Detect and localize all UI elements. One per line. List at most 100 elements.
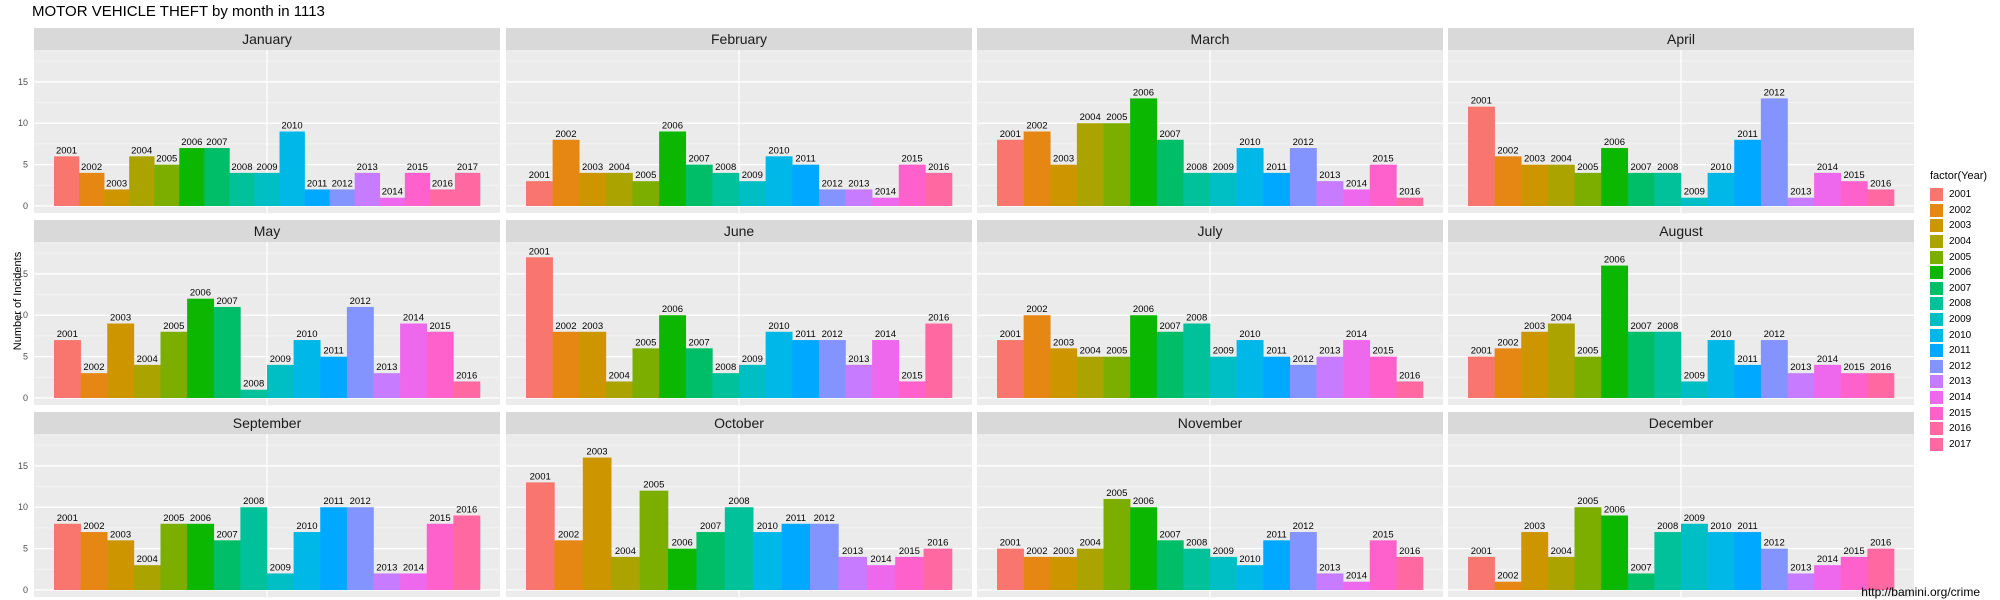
facet-label-april: April — [1667, 31, 1695, 47]
facet-strip-september — [34, 412, 500, 434]
bar-august-2016 — [1867, 373, 1895, 398]
bar-label-november-2013: 2013 — [1319, 562, 1340, 573]
bar-label-august-2005: 2005 — [1577, 346, 1598, 357]
bar-label-september-2015: 2015 — [429, 513, 450, 524]
bar-january-2017 — [454, 172, 481, 206]
bar-may-2001 — [54, 340, 81, 398]
bar-label-may-2011: 2011 — [323, 346, 343, 357]
bar-december-2008 — [1654, 532, 1682, 590]
bar-january-2013 — [354, 172, 381, 206]
bar-label-november-2011: 2011 — [1266, 529, 1286, 540]
bar-february-2003 — [579, 172, 607, 206]
bar-label-january-2013: 2013 — [357, 162, 378, 173]
legend: factor(Year) 2001 2002 2003 2004 2005 2006 200… — [1930, 170, 1987, 452]
bar-label-december-2008: 2008 — [1657, 521, 1678, 532]
bar-june-2014 — [872, 340, 900, 398]
bar-label-august-2014: 2014 — [1817, 354, 1838, 365]
bar-may-2011 — [320, 356, 348, 398]
bar-label-april-2007: 2007 — [1630, 162, 1651, 173]
bar-label-october-2005: 2005 — [643, 480, 664, 491]
bar-december-2006 — [1601, 515, 1629, 590]
legend-swatch — [1930, 203, 1943, 217]
bar-label-june-2010: 2010 — [768, 321, 789, 332]
legend-item-2012: 2012 — [1930, 359, 1987, 375]
facet-strip-june — [506, 220, 972, 242]
bar-march-2006 — [1130, 98, 1158, 206]
bar-november-2006 — [1130, 507, 1158, 590]
bar-march-2013 — [1316, 181, 1344, 206]
bar-september-2005 — [160, 523, 188, 590]
bar-label-march-2001: 2001 — [1000, 129, 1021, 140]
bar-label-january-2008: 2008 — [231, 162, 252, 173]
facet-label-may: May — [254, 223, 280, 239]
bar-label-december-2011: 2011 — [1737, 521, 1757, 532]
bar-october-2005 — [639, 490, 669, 590]
bar-december-2003 — [1521, 532, 1549, 590]
legend-label: 2005 — [1949, 251, 1972, 263]
bar-label-february-2002: 2002 — [555, 129, 576, 140]
bar-label-july-2010: 2010 — [1239, 329, 1260, 340]
bar-label-july-2008: 2008 — [1186, 313, 1207, 324]
bar-may-2002 — [80, 373, 108, 398]
bar-july-2016 — [1396, 381, 1424, 398]
bar-label-september-2013: 2013 — [376, 562, 397, 573]
bar-april-2009 — [1681, 197, 1708, 206]
legend-label: 2014 — [1949, 392, 1972, 404]
bar-april-2008 — [1654, 172, 1682, 206]
bar-label-march-2003: 2003 — [1053, 154, 1074, 165]
bar-label-october-2016: 2016 — [927, 538, 948, 549]
bar-april-2003 — [1521, 164, 1549, 206]
bar-june-2009 — [739, 364, 766, 398]
bar-july-2013 — [1316, 356, 1344, 398]
bar-label-june-2011: 2011 — [795, 329, 815, 340]
bar-label-june-2006: 2006 — [662, 304, 683, 315]
bar-january-2008 — [229, 172, 255, 206]
bar-november-2007 — [1156, 540, 1184, 590]
bar-october-2014 — [866, 565, 896, 590]
bar-label-june-2013: 2013 — [848, 354, 869, 365]
bar-february-2011 — [792, 164, 820, 206]
bar-label-march-2013: 2013 — [1319, 170, 1340, 181]
bar-november-2008 — [1183, 548, 1211, 590]
bar-label-january-2014: 2014 — [382, 187, 403, 198]
legend-item-2013: 2013 — [1930, 374, 1987, 390]
facet-strip-july — [977, 220, 1443, 242]
bar-december-2005 — [1574, 507, 1602, 590]
bar-july-2014 — [1343, 340, 1371, 398]
bar-label-january-2005: 2005 — [156, 154, 177, 165]
bar-label-december-2015: 2015 — [1843, 546, 1864, 557]
bar-label-june-2012: 2012 — [822, 329, 843, 340]
bar-label-august-2010: 2010 — [1710, 329, 1731, 340]
y-tick-label: 0 — [23, 201, 28, 211]
legend-label: 2006 — [1949, 267, 1972, 279]
bar-label-march-2004: 2004 — [1080, 112, 1101, 123]
bar-label-december-2016: 2016 — [1870, 538, 1891, 549]
bar-december-2011 — [1734, 532, 1762, 590]
bar-march-2001 — [997, 139, 1024, 206]
bar-label-june-2016: 2016 — [928, 313, 949, 324]
bar-january-2004 — [129, 156, 155, 206]
facet-strip-october — [506, 412, 972, 434]
bar-august-2006 — [1601, 265, 1629, 398]
bar-february-2002 — [552, 139, 580, 206]
facet-label-march: March — [1191, 31, 1230, 47]
bar-september-2008 — [240, 507, 268, 590]
y-tick-label: 10 — [18, 310, 28, 320]
bar-label-august-2003: 2003 — [1524, 321, 1545, 332]
bar-april-2001 — [1468, 106, 1495, 206]
bar-july-2006 — [1130, 315, 1158, 398]
bar-label-march-2015: 2015 — [1372, 154, 1393, 165]
bar-label-june-2008: 2008 — [715, 362, 736, 373]
bar-december-2014 — [1814, 565, 1842, 590]
bar-label-december-2014: 2014 — [1817, 554, 1838, 565]
bar-may-2006 — [187, 298, 215, 398]
bar-label-april-2010: 2010 — [1710, 162, 1731, 173]
bar-april-2004 — [1547, 164, 1575, 206]
bar-label-february-2005: 2005 — [635, 170, 656, 181]
bar-label-august-2002: 2002 — [1497, 337, 1518, 348]
bar-november-2014 — [1343, 581, 1371, 590]
bar-label-may-2016: 2016 — [456, 370, 477, 381]
bar-label-september-2005: 2005 — [163, 513, 184, 524]
bar-may-2009 — [267, 364, 294, 398]
bar-label-july-2004: 2004 — [1080, 346, 1101, 357]
